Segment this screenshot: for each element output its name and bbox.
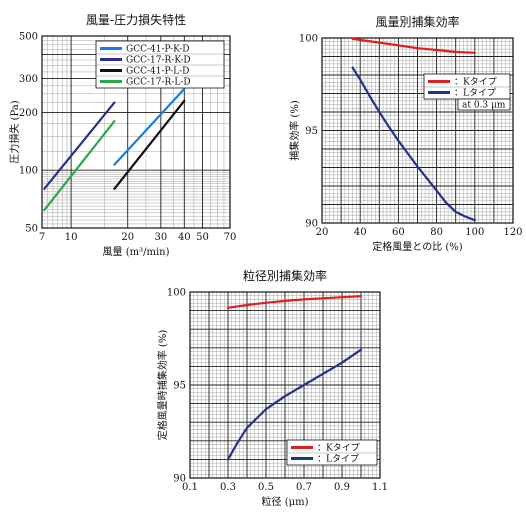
x-tick-label: 120 bbox=[503, 227, 522, 238]
y-tick-label: 100 bbox=[167, 288, 186, 299]
x-tick-label: 0.1 bbox=[182, 482, 198, 493]
pressure-loss-chart: 風量-圧力損失特性 7 10 20 30 40 50 70 50 100 200 300 500 風量 (… bbox=[8, 12, 236, 258]
x-tick-label: 50 bbox=[196, 232, 209, 243]
x-tick-label: 20 bbox=[121, 232, 134, 243]
legend: ：Kタイプ：Lタイプ bbox=[286, 439, 378, 466]
legend-box bbox=[286, 439, 378, 466]
x-tick-label: 40 bbox=[354, 227, 367, 238]
annotation-box bbox=[457, 98, 511, 111]
y-tick-label: 200 bbox=[19, 108, 38, 119]
grid bbox=[189, 291, 381, 479]
y-tick-label: 500 bbox=[19, 32, 38, 43]
plot-frame bbox=[321, 37, 514, 224]
x-axis-label: 定格風量との比 (%) bbox=[372, 240, 462, 253]
y-tick-label: 300 bbox=[19, 74, 38, 85]
legend-label-2: GCC-41-P-L-D bbox=[126, 67, 189, 77]
y-tick-label: 90 bbox=[173, 474, 186, 485]
y-axis-label: 定格風量時捕集効率 (%) bbox=[156, 330, 169, 441]
legend-label-0: GCC-41-P-K-D bbox=[126, 45, 189, 55]
chart-title: 風量別捕集効率 bbox=[375, 14, 459, 29]
x-tick-label: 30 bbox=[154, 232, 167, 243]
legend-label-0: ：Kタイプ bbox=[454, 77, 497, 88]
y-tick-label: 100 bbox=[299, 34, 318, 45]
legend-label-3: GCC-17-R-L-D bbox=[126, 78, 191, 88]
x-tick-label: 10 bbox=[65, 232, 78, 243]
series-line-3 bbox=[43, 120, 116, 212]
x-axis-label: 風量 (m³/min) bbox=[103, 246, 170, 258]
chart-title: 風量-圧力損失特性 bbox=[86, 12, 186, 27]
x-axis-label: 粒径 (μm) bbox=[262, 495, 309, 508]
y-tick-label: 95 bbox=[305, 126, 318, 137]
y-tick-label: 90 bbox=[305, 219, 318, 230]
legend-label-1: ：Lタイプ bbox=[317, 454, 359, 465]
x-tick-label: 70 bbox=[224, 232, 237, 243]
particle-size-efficiency-chart: 粒径別捕集効率 0.1 0.3 0.5 0.7 0.9 1.1 90 95 100 粒径 (μm) 定… bbox=[156, 268, 388, 508]
series-line-0 bbox=[351, 37, 476, 54]
x-tick-label: 0.5 bbox=[258, 482, 274, 493]
x-tick-label: 20 bbox=[316, 227, 329, 238]
series-line-1 bbox=[226, 348, 363, 461]
x-tick-label: 7 bbox=[39, 232, 45, 243]
series-line-0 bbox=[113, 87, 186, 166]
plot-frame bbox=[41, 35, 231, 229]
x-tick-label: 1.1 bbox=[372, 482, 388, 493]
y-tick-label: 50 bbox=[25, 224, 38, 235]
x-tick-label: 40 bbox=[178, 232, 191, 243]
chart-title: 粒径別捕集効率 bbox=[243, 268, 327, 283]
legend-label-0: ：Kタイプ bbox=[317, 443, 360, 454]
y-tick-label: 100 bbox=[19, 166, 38, 177]
x-tick-label: 0.3 bbox=[220, 482, 236, 493]
annotation-label: at 0.3 μm bbox=[462, 101, 506, 111]
series-line-0 bbox=[226, 295, 363, 309]
x-tick-label: 60 bbox=[392, 227, 405, 238]
x-tick-label: 80 bbox=[430, 227, 443, 238]
plot-frame bbox=[189, 291, 381, 479]
legend-label-1: ：Lタイプ bbox=[454, 88, 496, 99]
x-tick-label: 0.9 bbox=[334, 482, 350, 493]
y-axis-label: 圧力損失 (Pa) bbox=[8, 100, 21, 163]
y-axis-label: 捕集効率 (%) bbox=[288, 100, 301, 161]
legend-label-1: GCC-17-R-K-D bbox=[126, 56, 191, 66]
series-line-1 bbox=[351, 66, 476, 222]
y-tick-label: 95 bbox=[173, 381, 186, 392]
legend: ：Kタイプ：Lタイプ bbox=[423, 73, 511, 100]
series-line-2 bbox=[113, 99, 186, 190]
legend: GCC-41-P-K-DGCC-17-R-K-DGCC-41-P-L-DGCC-… bbox=[95, 40, 225, 89]
x-tick-label: 0.7 bbox=[296, 482, 312, 493]
x-tick-label: 100 bbox=[465, 227, 484, 238]
legend-box bbox=[423, 73, 511, 100]
series-line-1 bbox=[43, 101, 116, 190]
